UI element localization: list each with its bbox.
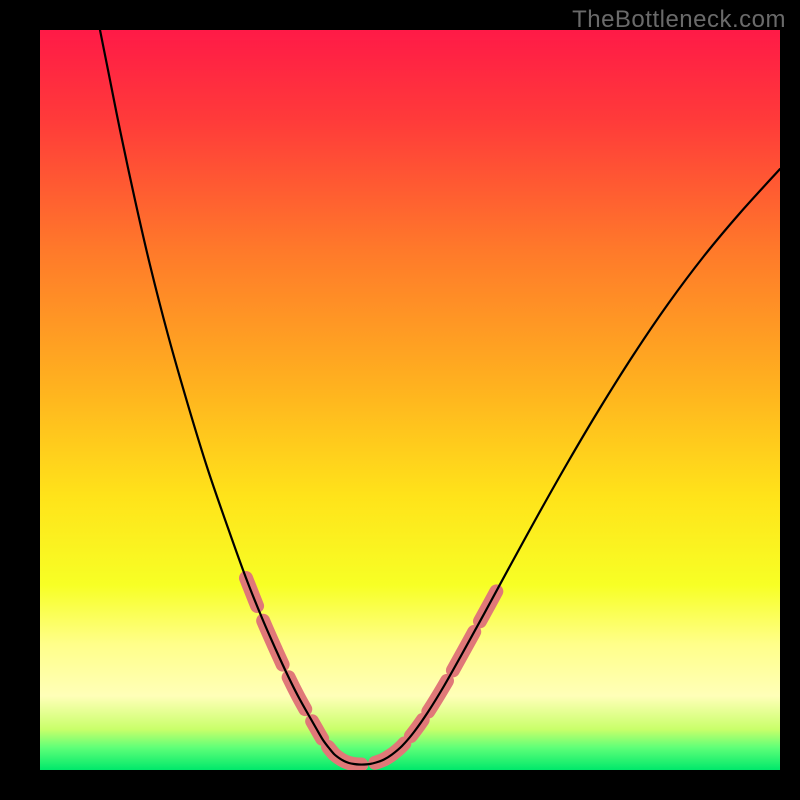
chart-container: [40, 30, 780, 770]
watermark-text: TheBottleneck.com: [572, 6, 786, 34]
overlay-right-dashed: [384, 581, 502, 760]
main-curve: [100, 30, 780, 765]
overlay-left-dashed: [246, 578, 334, 754]
chart-curves: [40, 30, 780, 770]
